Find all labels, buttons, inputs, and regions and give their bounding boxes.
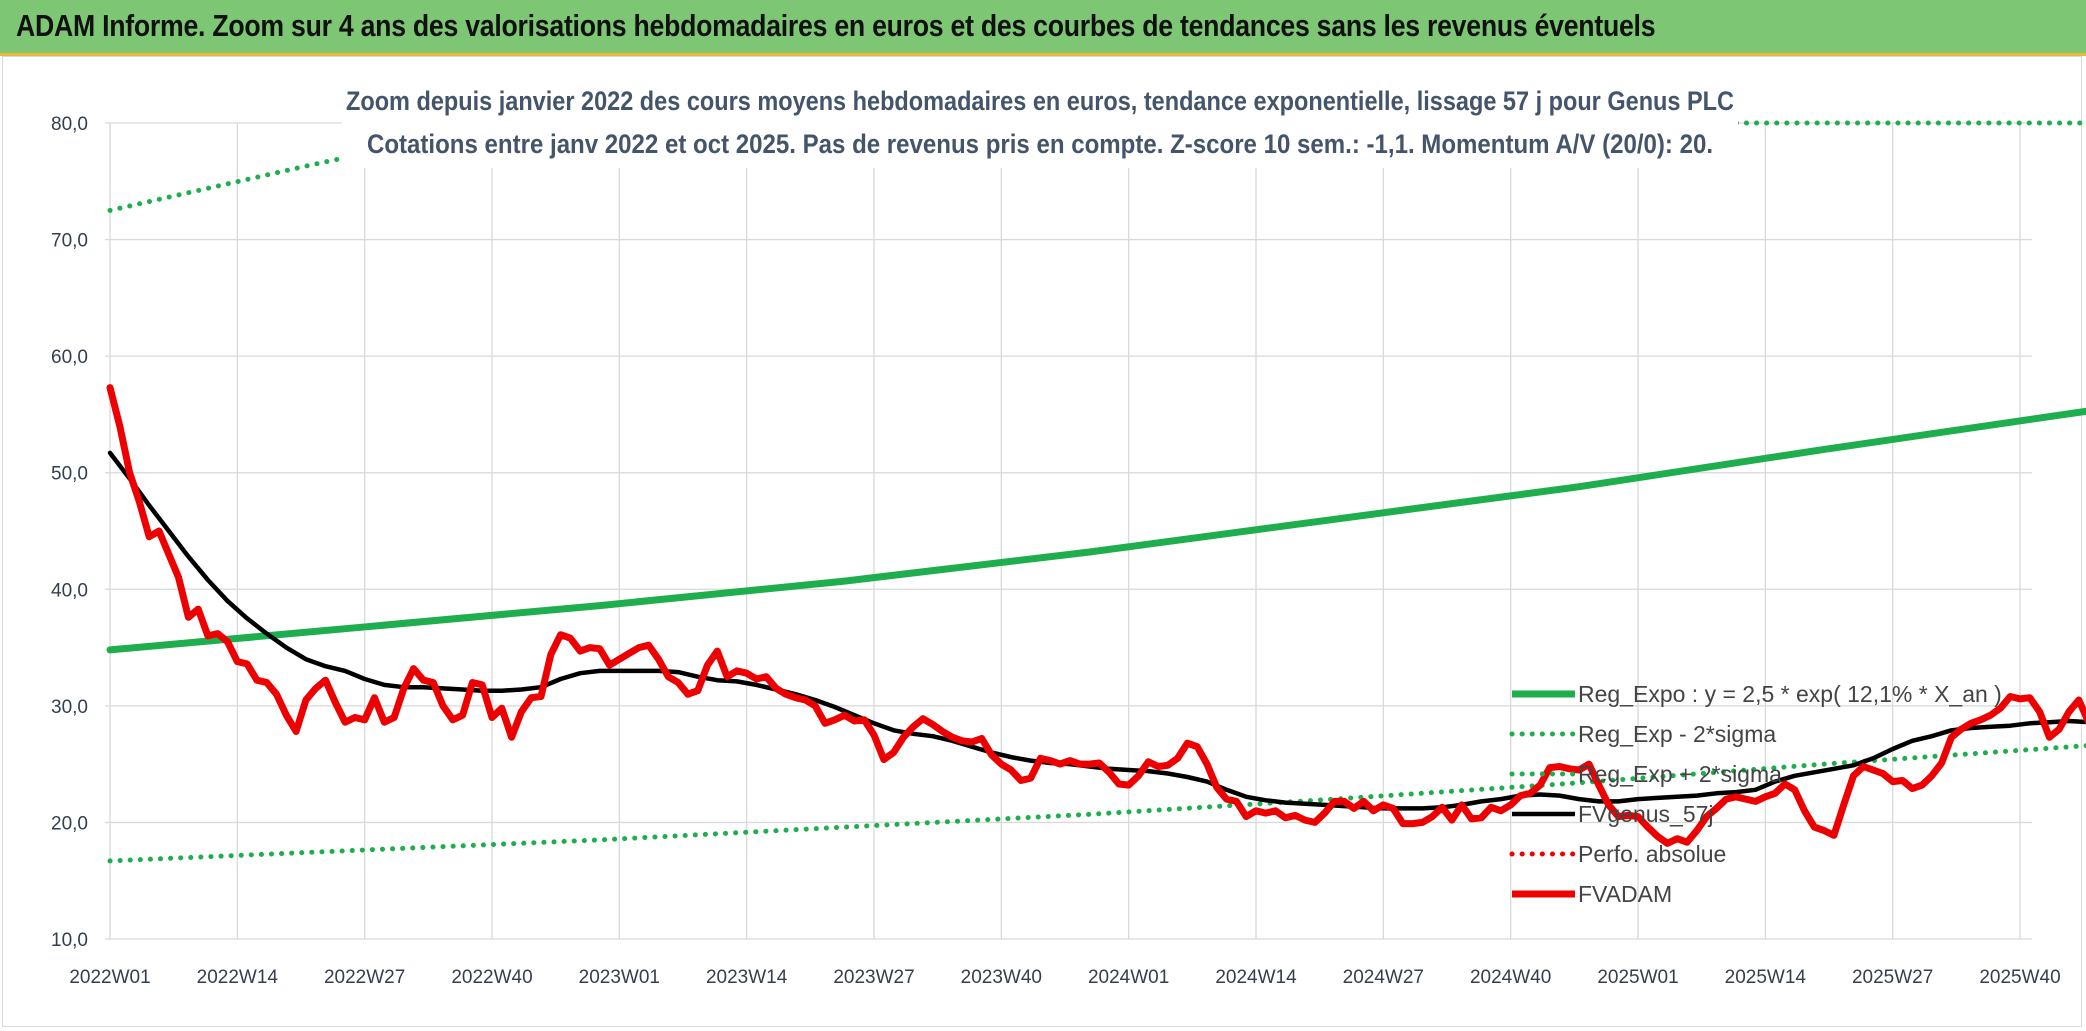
x-tick-label: 2025W01 — [1597, 967, 1678, 988]
y-tick-label: 50,0 — [51, 464, 88, 485]
legend-label: Reg_Expo : y = 2,5 * exp( 12,1% * X_an ) — [1578, 681, 2002, 707]
x-tick-label: 2025W14 — [1725, 967, 1807, 988]
x-tick-label: 2024W40 — [1470, 967, 1551, 988]
legend-label: Reg_Exp + 2*sigma — [1578, 761, 1782, 787]
y-tick-label: 40,0 — [51, 580, 88, 601]
x-tick-label: 2025W27 — [1852, 967, 1933, 988]
chart-frame — [2, 56, 2082, 1027]
y-tick-label: 70,0 — [51, 231, 88, 252]
x-tick-label: 2023W01 — [579, 967, 660, 988]
series-line-fvadam — [106, 384, 2086, 847]
chart-title-box — [342, 76, 1738, 168]
x-tick-label: 2022W14 — [197, 967, 279, 988]
report-title: ADAM Informe. Zoom sur 4 ans des valoris… — [16, 8, 1656, 43]
y-tick-label: 60,0 — [51, 347, 88, 368]
y-tick-label: 20,0 — [51, 813, 88, 834]
axis-labels: 10,0 20,0 30,0 40,0 50,0 60,0 70,0 80,0 2022W01 2… — [51, 114, 2061, 988]
header-bar: ADAM Informe. Zoom sur 4 ans des valoris… — [0, 0, 2086, 56]
legend-label: FVgenus_57j — [1578, 801, 1714, 827]
y-tick-label: 10,0 — [51, 930, 88, 951]
x-tick-label: 2023W27 — [833, 967, 914, 988]
legend: Reg_Expo : y = 2,5 * exp( 12,1% * X_an )… — [1509, 681, 2002, 907]
x-tick-label: 2022W01 — [69, 967, 150, 988]
x-tick-label: 2025W40 — [1979, 967, 2060, 988]
legend-label: Perfo. absolue — [1578, 841, 1726, 867]
x-tick-label: 2024W01 — [1088, 967, 1169, 988]
legend-label: Reg_Exp - 2*sigma — [1578, 721, 1776, 747]
y-tick-label: 80,0 — [51, 114, 88, 135]
series-line-fvgenus-57j — [107, 450, 2086, 811]
series-lines — [106, 120, 2086, 864]
x-tick-label: 2024W14 — [1215, 967, 1297, 988]
x-tick-label: 2022W27 — [324, 967, 405, 988]
x-tick-label: 2022W40 — [451, 967, 532, 988]
legend-label: FVADAM — [1578, 881, 1672, 907]
y-tick-label: 30,0 — [51, 697, 88, 718]
x-tick-label: 2023W40 — [961, 967, 1042, 988]
series-line-reg-exp-2-sigma — [107, 743, 2086, 864]
chart-subtitle: Cotations entre janv 2022 et oct 2025. P… — [367, 129, 1713, 159]
x-tick-label: 2023W14 — [706, 967, 788, 988]
gridlines — [105, 122, 2032, 940]
chart-title: Zoom depuis janvier 2022 des cours moyen… — [346, 86, 1734, 116]
series-line-reg-expo-y-2-5-exp-12-1-x-an — [106, 407, 2086, 654]
x-tick-label: 2024W27 — [1343, 967, 1424, 988]
